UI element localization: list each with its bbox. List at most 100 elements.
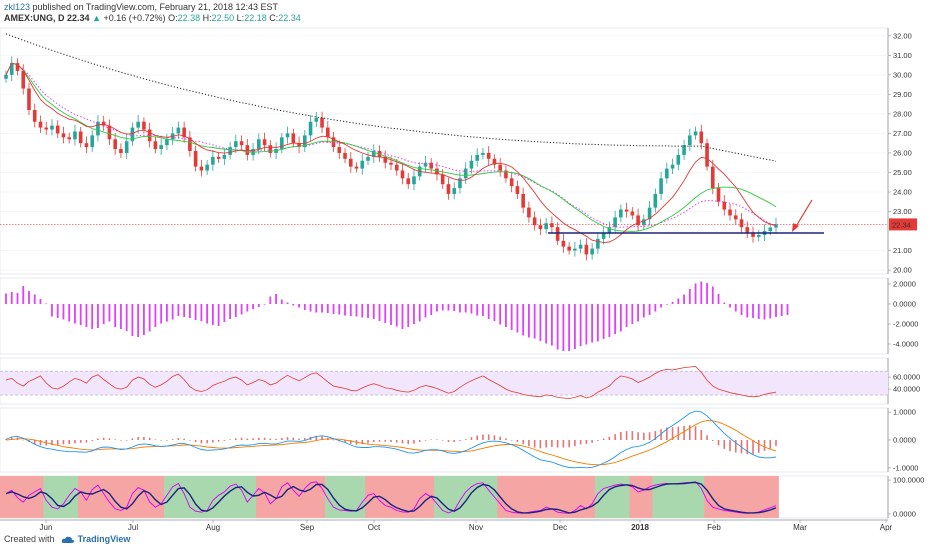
candle-body <box>693 131 698 136</box>
candle-body <box>406 178 411 185</box>
candle-body <box>84 143 89 148</box>
macd-histogram-bar <box>166 440 168 441</box>
candle-body <box>584 244 589 255</box>
candle-body <box>262 139 267 146</box>
hist-tick-label: 2.0000 <box>893 280 916 289</box>
macd-histogram-bar <box>131 438 134 440</box>
macd-histogram-bar <box>614 434 616 440</box>
candle-body <box>756 234 761 237</box>
rsi-tick-label: 60.0000 <box>893 373 920 382</box>
macd-histogram-bar <box>22 439 25 441</box>
candle-body <box>354 166 359 169</box>
histogram-bar <box>194 304 197 320</box>
histogram-bar <box>51 304 53 317</box>
time-tick-label: Feb <box>707 523 721 532</box>
macd-histogram-bar <box>263 437 266 440</box>
histogram-bar <box>91 304 94 329</box>
macd-histogram-bar <box>102 437 105 440</box>
histogram-bar <box>654 304 657 312</box>
chart-header: zkl123 published on TradingView.com, Feb… <box>4 2 301 24</box>
candle-body <box>38 121 43 128</box>
tradingview-brand[interactable]: TradingView <box>77 534 131 544</box>
candle-body <box>211 156 215 165</box>
time-tick-label: 2018 <box>631 523 649 532</box>
candle-body <box>268 145 273 153</box>
macd-histogram-bar <box>505 438 507 440</box>
histogram-bar <box>619 304 622 332</box>
macd-histogram-bar <box>154 439 157 441</box>
candle-body <box>509 178 514 187</box>
candle-body <box>176 127 181 134</box>
arrow-annotation-shaft <box>794 199 813 229</box>
candle-body <box>481 152 485 155</box>
macd-histogram-bar <box>487 434 490 440</box>
stoch-zone-red <box>497 476 601 518</box>
candle-body <box>596 238 600 249</box>
macd-histogram-bar <box>499 436 501 440</box>
candle-body <box>130 127 135 142</box>
candle-body <box>291 133 296 144</box>
histogram-bar <box>390 304 392 325</box>
author-link[interactable]: zkl123 <box>4 2 31 12</box>
histogram-bar <box>165 304 168 322</box>
candle-body <box>331 137 336 148</box>
symbol-label[interactable]: AMEX:UNG, D <box>4 13 65 23</box>
candle-body <box>733 215 738 220</box>
macd-histogram-bar <box>361 440 364 445</box>
histogram-bar <box>298 304 300 308</box>
macd-histogram-bar <box>430 439 433 441</box>
ma-line <box>5 62 777 228</box>
time-tick-label: Apr <box>880 523 893 532</box>
last-price: 22.34 <box>67 13 90 23</box>
macd-histogram-bar <box>694 426 697 440</box>
histogram-bar <box>683 294 685 304</box>
macd-histogram-bar <box>148 437 151 440</box>
candle-body <box>688 135 692 146</box>
histogram-bar <box>596 304 599 342</box>
time-tick-label: Sep <box>300 523 315 532</box>
macd-histogram-bar <box>269 438 272 440</box>
histogram-bar <box>769 304 772 319</box>
histogram-bar <box>85 304 88 327</box>
candle-body <box>710 166 715 189</box>
macd-histogram-bar <box>689 425 691 440</box>
histogram-bar <box>10 292 13 304</box>
histogram-bar <box>487 304 490 319</box>
candle-body <box>337 147 342 153</box>
histogram-bar <box>114 304 117 327</box>
macd-histogram-bar <box>395 440 398 443</box>
price-tick-label: 31.00 <box>893 51 912 60</box>
price-tick-label: 25.00 <box>893 168 912 177</box>
macd-histogram-bar <box>579 440 582 445</box>
histogram-bar <box>120 304 122 329</box>
macd-histogram-bar <box>79 440 82 443</box>
candle-body <box>216 156 221 159</box>
candle-body <box>119 149 123 153</box>
macd-histogram-bar <box>625 431 628 440</box>
candle-body <box>297 143 301 148</box>
time-tick-label: Jul <box>128 523 138 532</box>
last-price-badge <box>889 218 917 231</box>
macd-histogram-bar <box>10 437 13 440</box>
footer: Created with TradingView <box>4 534 130 544</box>
histogram-bar <box>775 304 777 317</box>
candle-body <box>705 143 709 167</box>
macd-histogram-bar <box>235 438 237 440</box>
time-tick-label: Dec <box>553 523 567 532</box>
macd-histogram-bar <box>562 440 565 448</box>
chart-canvas[interactable]: 32.00 31.00 30.00 29.00 28.00 27.00 26.00 25.00… <box>0 26 932 534</box>
histogram-bar <box>424 304 427 318</box>
macd-histogram-bar <box>453 440 456 442</box>
macd-histogram-bar <box>482 434 484 440</box>
candle-body <box>101 121 106 126</box>
high-value: 22.50 <box>211 13 235 23</box>
macd-histogram-bar <box>763 440 766 451</box>
candle-body <box>142 121 146 130</box>
publish-line: zkl123 published on TradingView.com, Feb… <box>4 2 301 13</box>
macd-line <box>5 410 777 469</box>
macd-histogram-bar <box>677 426 680 440</box>
time-tick-label: Jun <box>40 523 53 532</box>
candle-body <box>136 121 140 128</box>
macd-histogram-bar <box>401 440 404 444</box>
candle-body <box>435 168 439 175</box>
